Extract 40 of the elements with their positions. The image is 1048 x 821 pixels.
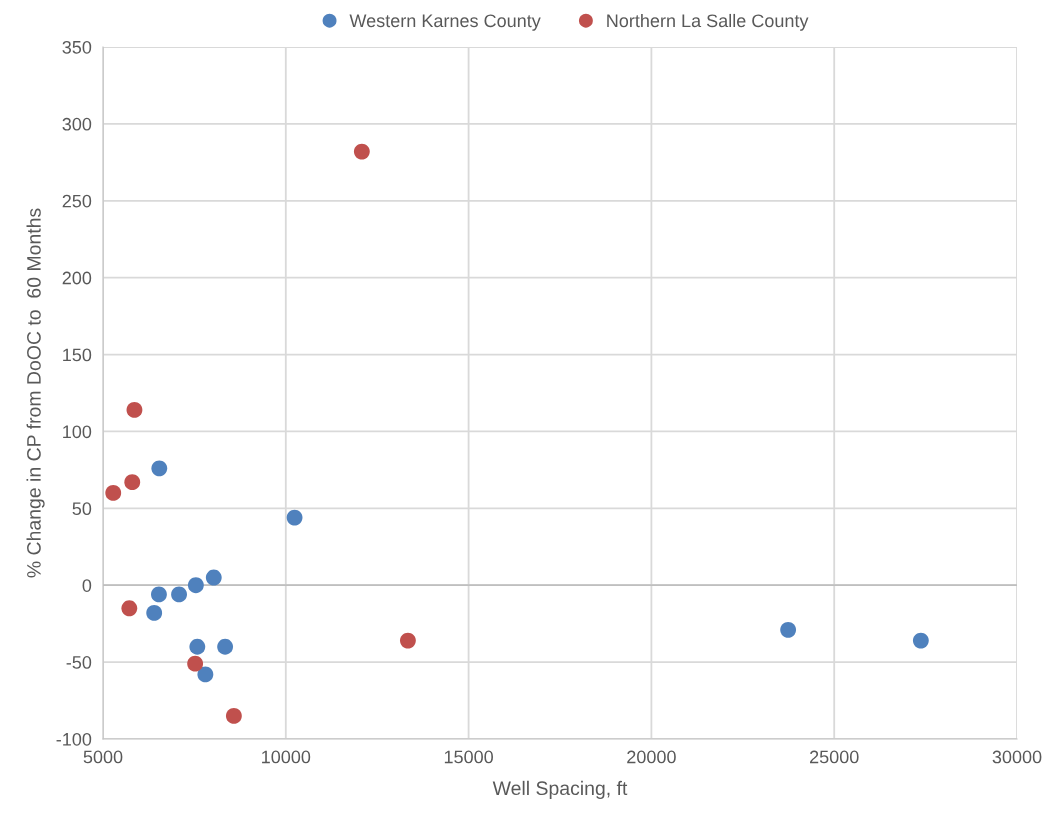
y-tick-label: 350 [62,40,92,54]
point [171,586,187,603]
y-axis-title: % Change in CP from DoOC to 60 Months [26,208,45,578]
point [146,604,163,621]
legend-label: Western Karnes County [349,14,541,31]
x-axis-title: Well Spacing, ft [492,780,628,799]
y-tick-label: -100 [56,732,92,746]
x-tick-label: 15000 [444,750,493,764]
point [121,600,138,617]
point [205,569,222,586]
x-tick-label: 5000 [83,750,123,764]
x-tick-label: 20000 [627,750,676,764]
point [105,485,122,501]
point [126,402,143,418]
point [217,638,234,655]
point [189,638,206,655]
point [187,577,204,594]
y-tick-label: 200 [62,271,92,285]
point [151,460,168,477]
x-tick-label: 25000 [810,750,859,764]
y-tick-label: 50 [72,502,92,516]
point [780,621,797,638]
point [151,586,167,603]
point [399,632,416,649]
point [912,632,929,649]
y-tick-label: 0 [82,579,92,592]
y-tick-label: 300 [62,117,92,131]
point [225,708,242,724]
point [353,143,370,160]
y-tick-label: 100 [63,425,92,439]
point [286,509,303,526]
x-tick-label: 30000 [992,750,1042,764]
x-tick-label: 10000 [262,750,311,764]
y-tick-label: 150 [63,348,92,362]
point [124,474,141,491]
y-tick-label: 250 [62,194,92,208]
legend-label: Northern La Salle County [607,13,809,31]
point [187,655,204,672]
y-tick-label: -50 [66,656,92,669]
point [197,666,214,683]
